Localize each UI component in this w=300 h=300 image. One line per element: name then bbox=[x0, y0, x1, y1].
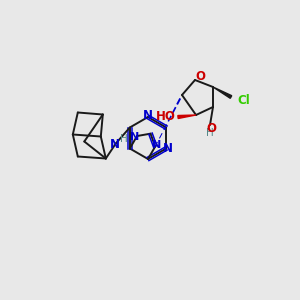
Text: O: O bbox=[195, 70, 205, 83]
Text: N: N bbox=[130, 132, 140, 142]
Text: HO: HO bbox=[156, 110, 176, 122]
Text: H: H bbox=[206, 128, 214, 138]
Text: O: O bbox=[206, 122, 216, 134]
Text: N: N bbox=[143, 109, 153, 122]
Text: N: N bbox=[110, 138, 120, 151]
Text: H: H bbox=[120, 134, 128, 143]
Polygon shape bbox=[178, 115, 196, 119]
Text: N: N bbox=[152, 140, 161, 149]
Polygon shape bbox=[213, 87, 232, 98]
Text: N: N bbox=[163, 142, 173, 155]
Text: Cl: Cl bbox=[238, 94, 250, 106]
